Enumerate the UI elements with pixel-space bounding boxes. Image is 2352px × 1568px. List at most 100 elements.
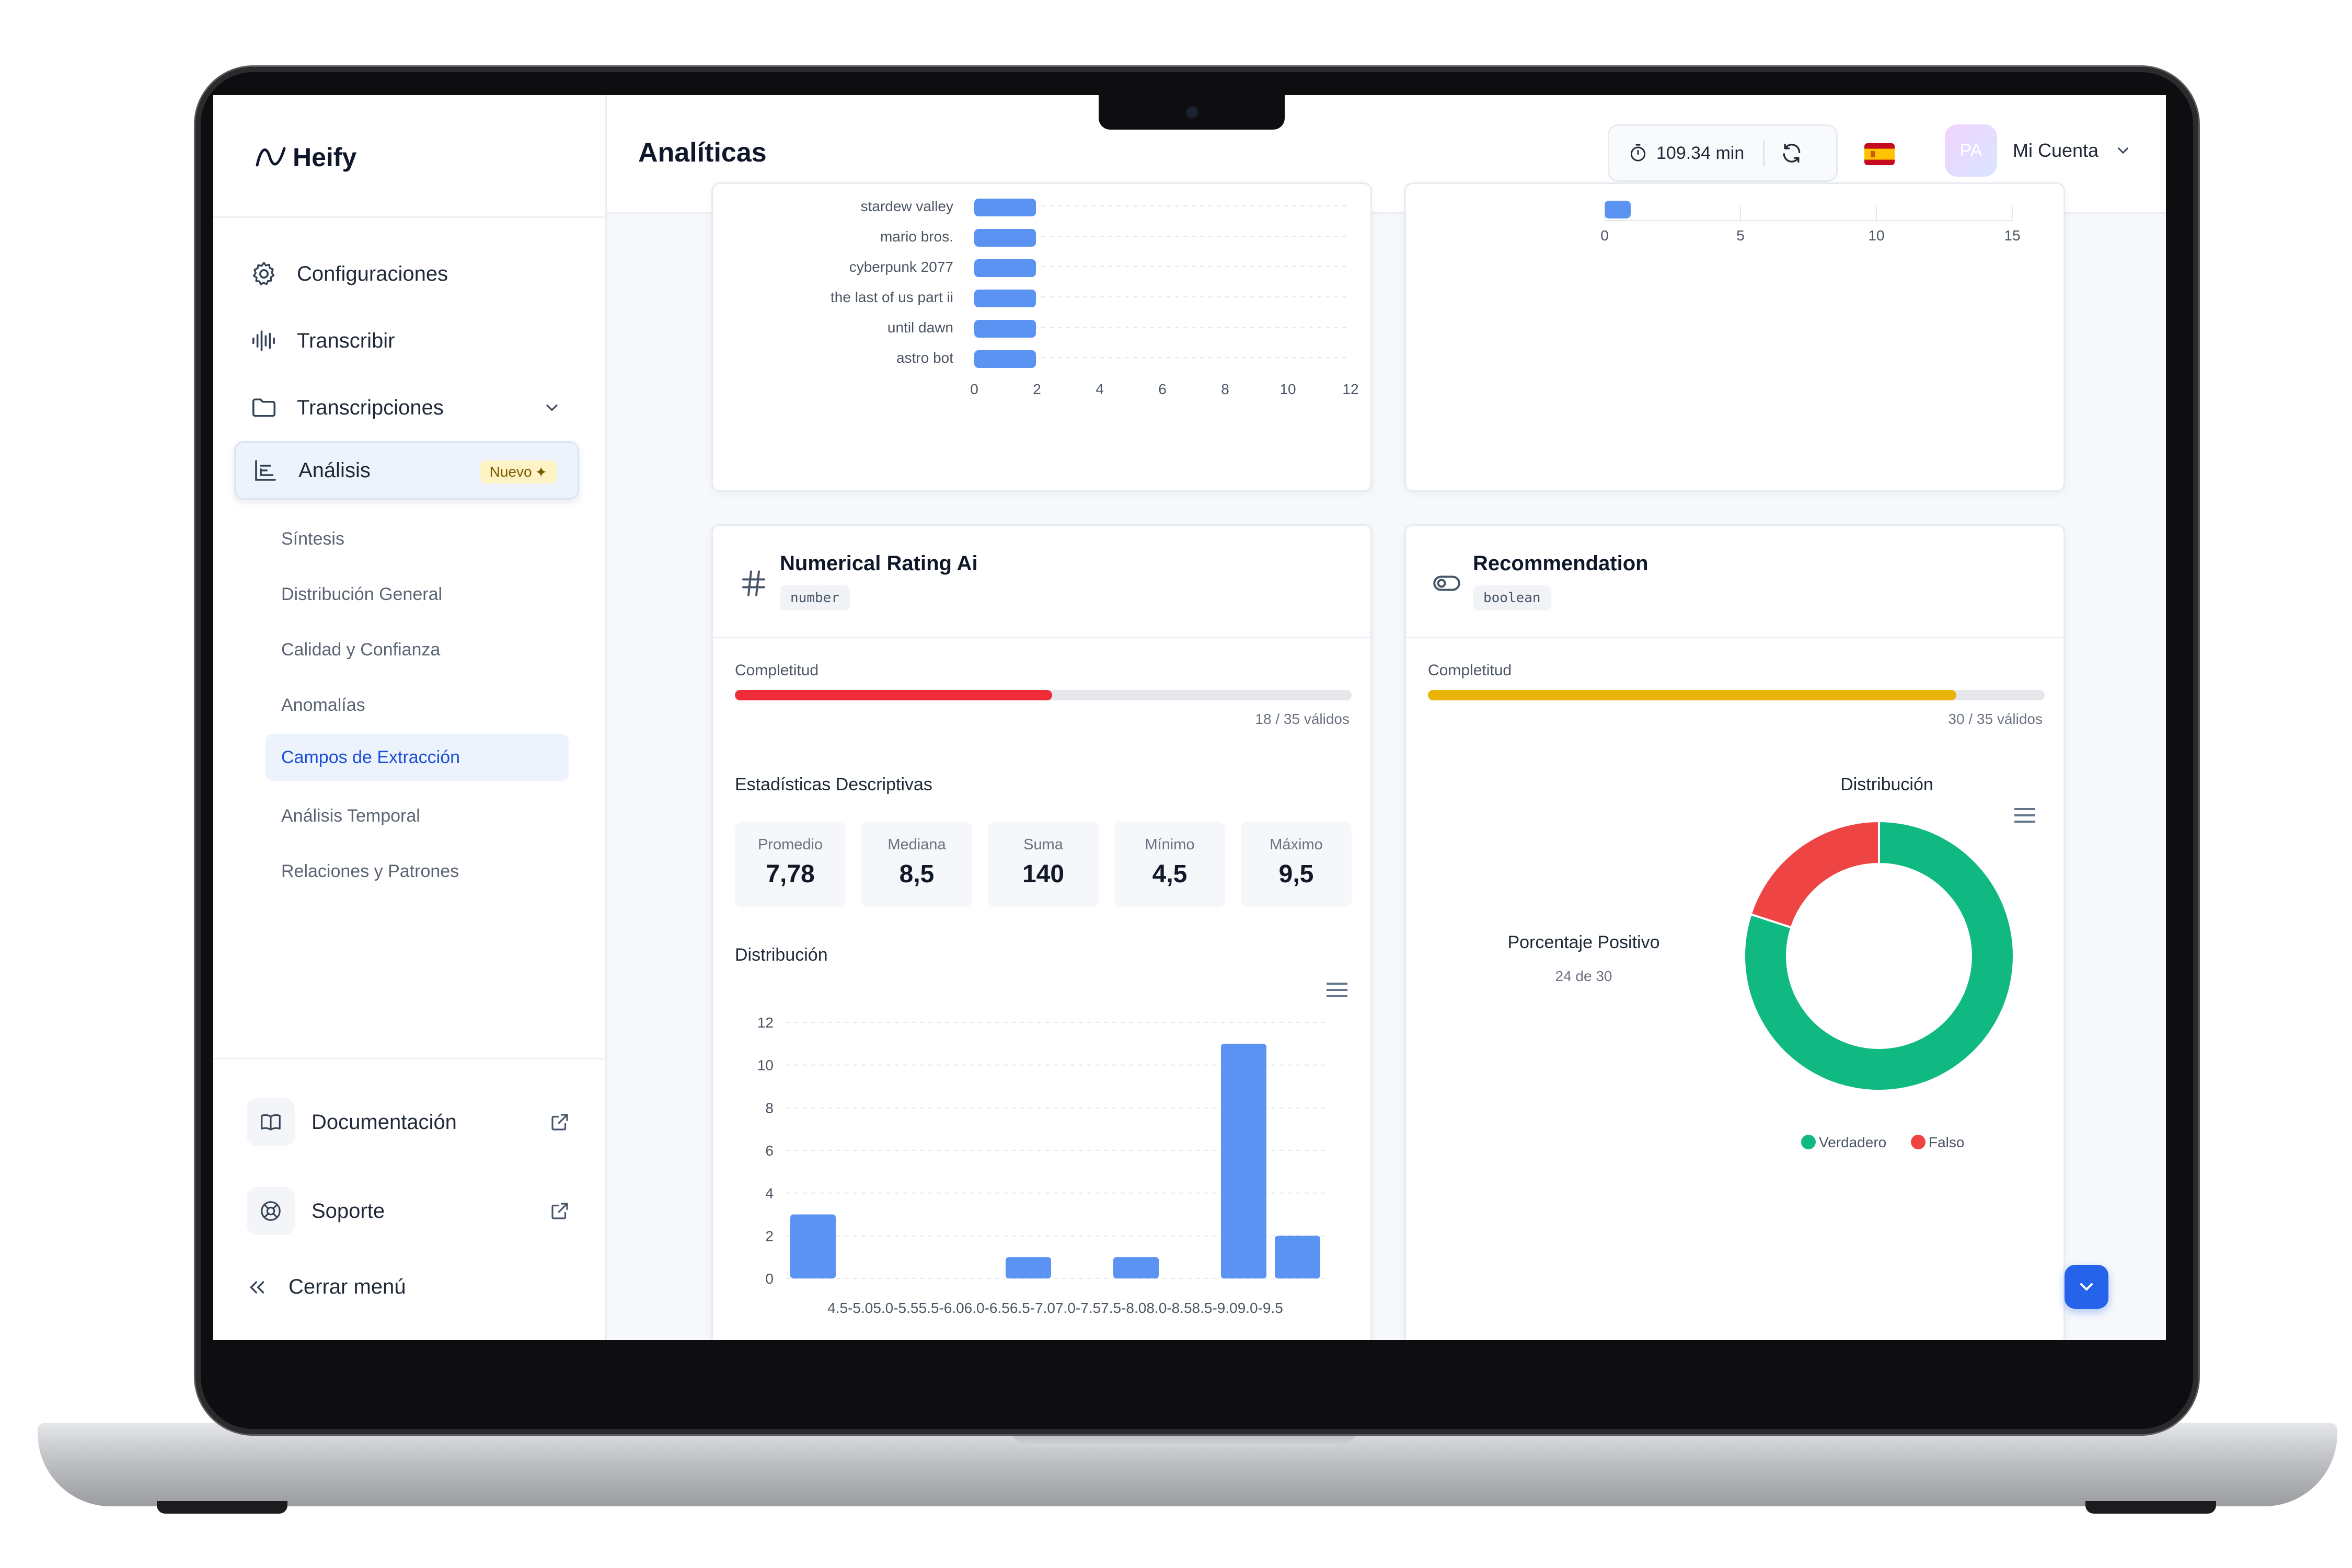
valid-count: 18 / 35 válidos [1255, 711, 1350, 727]
bar [974, 229, 1036, 247]
stat-suma: Suma 140 [988, 822, 1099, 907]
pie-slice [1743, 820, 2015, 1092]
divider [213, 1058, 605, 1059]
chart-menu-icon[interactable] [1325, 981, 1348, 999]
completeness-fill [735, 690, 1052, 700]
x-tick-label: 2 [1033, 381, 1041, 397]
sidebar: Heify Configuraciones Transcribir Transc… [213, 95, 607, 1340]
x-tick-label: 5 [1736, 227, 1745, 244]
bar [1113, 1257, 1159, 1278]
field-card-top-left: stardew valley mario bros. cyberpunk 2077 t… [711, 182, 1372, 492]
chevron-down-icon[interactable] [543, 398, 561, 417]
donut-chart: Verdadero Falso [1743, 820, 2015, 1150]
chevron-down-icon [2080, 1283, 2093, 1291]
sidebar-item-configuraciones[interactable]: Configuraciones [234, 245, 579, 303]
bar [974, 350, 1036, 368]
app-screen: Heify Configuraciones Transcribir Transc… [213, 95, 2166, 1340]
y-tick-label: 10 [757, 1057, 774, 1074]
subitem-anomalias[interactable]: Anomalías [281, 695, 365, 715]
stat-label: Máximo [1270, 836, 1323, 853]
sidebar-item-label: Transcripciones [297, 396, 444, 419]
bar [790, 1214, 836, 1278]
x-tick-label: 8 [1221, 381, 1229, 397]
legend-marker [1911, 1135, 1926, 1149]
category-label: the last of us part ii [831, 289, 953, 305]
subitem-calidad-confianza[interactable]: Calidad y Confianza [281, 639, 441, 660]
x-tick-label: 6 [1158, 381, 1167, 397]
sidebar-item-transcripciones[interactable]: Transcripciones [234, 378, 579, 437]
sidebar-item-label: Configuraciones [297, 262, 448, 285]
positive-label: Porcentaje Positivo [1507, 932, 1660, 952]
docs-link[interactable]: Documentación [247, 1093, 571, 1151]
subitem-campos-extraccion[interactable]: Campos de Extracción [266, 734, 569, 781]
card-header: Numerical Rating Ai number [713, 526, 1370, 638]
subitem-distribucion-general[interactable]: Distribución General [281, 584, 443, 604]
legend-label: Verdadero [1819, 1134, 1886, 1150]
completeness-label: Completitud [1428, 662, 1512, 679]
account-label: Mi Cuenta [2013, 140, 2099, 161]
collapse-menu-button[interactable]: Cerrar menú [247, 1275, 406, 1299]
stat-value: 7,78 [766, 860, 815, 888]
support-link[interactable]: Soporte [247, 1182, 571, 1240]
histogram-chart: 0 2 4 6 8 10 12 4.5-5.05.0-5.55.5-6.06.0-6.56.5… [757, 1014, 1324, 1316]
laptop-foot-right [2085, 1501, 2216, 1514]
y-tick-label: 0 [765, 1271, 774, 1287]
stat-label: Mínimo [1145, 836, 1195, 853]
category-label: cyberpunk 2077 [849, 259, 953, 275]
x-tick-label: 15 [2004, 227, 2020, 244]
sidebar-item-transcribir[interactable]: Transcribir [234, 312, 579, 370]
horizontal-bar-chart: stardew valley mario bros. cyberpunk 2077 t… [831, 198, 1359, 397]
completeness-fill [1428, 690, 1957, 700]
stat-maximo: Máximo 9,5 [1241, 822, 1352, 907]
category-label: until dawn [887, 319, 953, 336]
stat-mediana: Mediana 8,5 [861, 822, 972, 907]
x-tick-labels: 4.5-5.05.0-5.55.5-6.06.0-6.56.5-7.07.0-7… [827, 1300, 1283, 1316]
sidebar-item-analisis[interactable]: Análisis Nuevo ✦ [234, 441, 579, 500]
refresh-icon[interactable] [1780, 142, 1803, 165]
type-tag: number [780, 585, 850, 610]
folder-icon [252, 398, 276, 417]
toggle-icon [1433, 575, 1460, 591]
bar [1605, 201, 1631, 218]
collapse-label: Cerrar menú [289, 1275, 406, 1298]
account-menu[interactable]: PA Mi Cuenta [1945, 124, 2132, 177]
main-content: stardew valley mario bros. cyberpunk 2077 t… [607, 182, 2166, 1340]
spain-flag-icon[interactable] [1864, 143, 1895, 165]
category-label: mario bros. [880, 228, 953, 245]
stat-value: 8,5 [899, 860, 935, 888]
bar [974, 199, 1036, 216]
stat-label: Promedio [757, 836, 823, 853]
subitem-sintesis[interactable]: Síntesis [281, 528, 344, 549]
laptop-foot-left [157, 1501, 287, 1514]
subitem-relaciones-patrones[interactable]: Relaciones y Patrones [281, 861, 459, 881]
pie-slice [1749, 820, 1880, 929]
external-link-icon [551, 1203, 568, 1219]
completeness-bar [1428, 690, 2045, 700]
subitem-analisis-temporal[interactable]: Análisis Temporal [281, 805, 420, 826]
external-link-icon [551, 1114, 568, 1131]
x-tick-label: 0 [970, 381, 978, 397]
positive-count: 24 de 30 [1555, 968, 1612, 984]
book-icon [247, 1098, 295, 1146]
brand-logo[interactable]: Heify [255, 142, 356, 172]
completeness-bar [735, 690, 1352, 700]
y-tick-label: 6 [765, 1143, 774, 1159]
avatar: PA [1945, 124, 1997, 177]
usage-timer: 109.34 min [1608, 124, 1838, 182]
stat-value: 9,5 [1278, 860, 1314, 888]
category-label: astro bot [896, 350, 953, 366]
lifebuoy-icon [247, 1187, 295, 1235]
camera-icon [1186, 107, 1198, 118]
bar [1221, 1043, 1266, 1278]
y-tick-label: 12 [757, 1014, 774, 1031]
badge-label: Nuevo [489, 464, 532, 480]
scroll-down-button[interactable] [2065, 1265, 2108, 1309]
completeness-label: Completitud [735, 662, 819, 679]
wave-logo-icon [256, 147, 286, 167]
support-label: Soporte [312, 1199, 385, 1223]
field-card-recommendation: Recommendation boolean Completitud 30 / … [1404, 524, 2065, 1340]
chart-menu-icon[interactable] [2013, 806, 2036, 825]
x-tick-label: 10 [1279, 381, 1296, 397]
stat-promedio: Promedio 7,78 [735, 822, 846, 907]
chevron-down-icon [2118, 147, 2128, 154]
